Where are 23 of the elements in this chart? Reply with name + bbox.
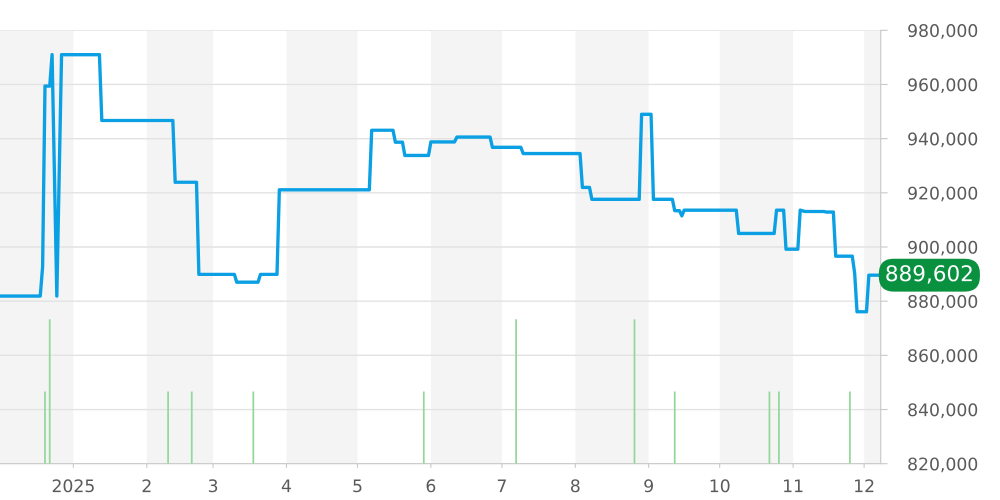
y-tick-label: 820,000	[908, 457, 978, 472]
x-tick-label: 2	[142, 479, 151, 492]
x-tick-label: 6	[426, 479, 436, 492]
y-tick-label: 860,000	[908, 349, 978, 364]
y-tick-label: 980,000	[908, 24, 978, 39]
x-tick-label: 7	[498, 480, 506, 492]
y-tick-label: 900,000	[908, 240, 978, 256]
y-tick-label: 840,000	[908, 403, 978, 418]
x-tick-label: 8	[570, 479, 580, 492]
y-tick-label: 920,000	[908, 186, 978, 202]
y-tick-label: 880,000	[908, 294, 978, 310]
x-tick-label: 3	[208, 479, 218, 492]
x-tick-label: 11	[784, 480, 802, 492]
x-tick-label: 9	[644, 479, 653, 492]
y-tick-label: 940,000	[908, 132, 978, 148]
x-tick-label: 12	[855, 479, 874, 492]
annotation: 889,602	[886, 265, 972, 284]
line-series	[0, 53, 881, 314]
x-tick-label: 4	[282, 480, 291, 492]
x-tick-label: 5	[353, 480, 362, 492]
y-tick-label: 960,000	[908, 78, 978, 94]
x-tick-label: 10	[710, 479, 730, 492]
x-tick-label: 2025	[52, 479, 94, 492]
